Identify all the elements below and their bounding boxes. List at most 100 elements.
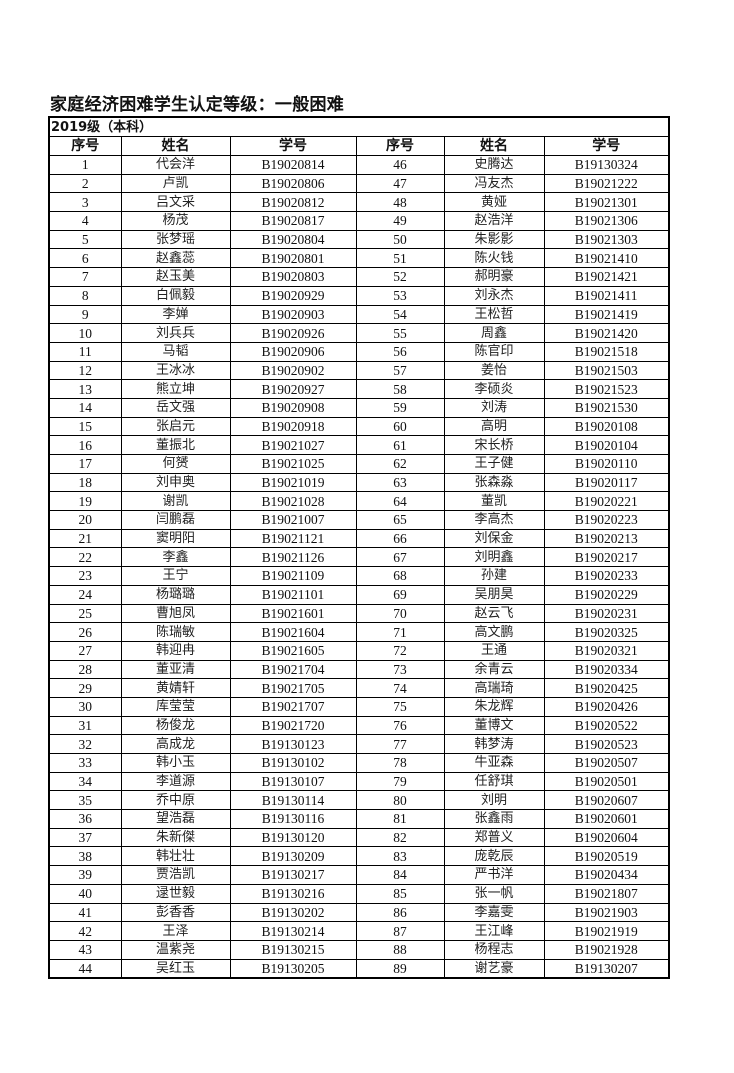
name-cell: 王子健 [443, 454, 545, 474]
seq-cell: 7 [48, 267, 122, 287]
student-id-cell: B19021303 [543, 229, 670, 250]
seq-cell: 65 [355, 510, 445, 530]
student-id-cell: B19021919 [543, 921, 670, 941]
student-id-cell: B19021530 [543, 397, 670, 418]
seq-cell: 9 [48, 304, 122, 325]
student-id-cell: B19021707 [229, 696, 357, 717]
seq-cell: 26 [48, 622, 122, 642]
seq-cell: 40 [48, 883, 122, 904]
student-id-cell: B19021503 [543, 360, 670, 381]
table-row: 1 代会洋 B19020814 46 史腾达 B19130324 [48, 155, 670, 175]
student-id-cell: B19020804 [229, 229, 357, 250]
seq-cell: 73 [355, 659, 445, 680]
table-row: 40 逯世毅 B19130216 85 张一帆 B19021807 [48, 883, 670, 904]
student-id-cell: B19130207 [543, 958, 670, 979]
student-id-cell: B19130120 [229, 827, 357, 848]
section-label: 2019级（本科） [48, 116, 670, 137]
seq-cell: 57 [355, 360, 445, 381]
seq-cell: 47 [355, 173, 445, 194]
student-id-cell: B19020902 [229, 360, 357, 381]
seq-cell: 82 [355, 827, 445, 848]
name-cell: 李嘉雯 [443, 902, 545, 923]
name-cell: 韩迎冉 [120, 640, 231, 661]
name-cell: 刘永杰 [443, 285, 545, 306]
seq-cell: 84 [355, 865, 445, 885]
student-id-cell: B19021601 [229, 603, 357, 624]
seq-cell: 37 [48, 827, 122, 848]
seq-cell: 21 [48, 528, 122, 549]
seq-cell: 69 [355, 584, 445, 605]
name-cell: 李道源 [120, 771, 231, 792]
seq-cell: 81 [355, 809, 445, 829]
table-row: 2 卢凯 B19020806 47 冯友杰 B19021222 [48, 173, 670, 194]
name-cell: 谢艺豪 [443, 958, 545, 979]
seq-cell: 58 [355, 379, 445, 399]
name-cell: 曹旭凤 [120, 603, 231, 624]
student-id-cell: B19021101 [229, 584, 357, 605]
student-id-cell: B19130114 [229, 790, 357, 811]
name-cell: 郑普义 [443, 827, 545, 848]
table-row: 38 韩壮壮 B19130209 83 庞乾辰 B19020519 [48, 846, 670, 867]
student-id-cell: B19130123 [229, 734, 357, 754]
seq-cell: 76 [355, 715, 445, 736]
student-id-cell: B19020231 [543, 603, 670, 624]
name-cell: 朱影影 [443, 229, 545, 250]
seq-cell: 62 [355, 454, 445, 474]
student-id-cell: B19020601 [543, 809, 670, 829]
name-cell: 赵鑫蕊 [120, 248, 231, 269]
seq-cell: 64 [355, 491, 445, 512]
seq-cell: 20 [48, 510, 122, 530]
name-cell: 王江峰 [443, 921, 545, 941]
student-id-cell: B19130217 [229, 865, 357, 885]
document-title: 家庭经济困难学生认定等级：一般困难 [50, 95, 345, 115]
header-seq: 序号 [355, 136, 445, 156]
name-cell: 刘兵兵 [120, 323, 231, 343]
student-id-cell: B19021126 [229, 547, 357, 568]
header-row: 序号 姓名 学号 序号 姓名 学号 [48, 136, 670, 156]
table-row: 26 陈瑞敏 B19021604 71 高文鹏 B19020325 [48, 622, 670, 642]
seq-cell: 14 [48, 397, 122, 418]
name-cell: 吕文采 [120, 192, 231, 213]
header-seq: 序号 [48, 136, 122, 156]
student-id-cell: B19020217 [543, 547, 670, 568]
seq-cell: 29 [48, 678, 122, 698]
student-id-cell: B19021705 [229, 678, 357, 698]
student-id-cell: B19021720 [229, 715, 357, 736]
student-id-cell: B19021604 [229, 622, 357, 642]
table-row: 27 韩迎冉 B19021605 72 王通 B19020321 [48, 640, 670, 661]
student-id-cell: B19021019 [229, 472, 357, 493]
table-row: 19 谢凯 B19021028 64 董凯 B19020221 [48, 491, 670, 512]
student-id-cell: B19021007 [229, 510, 357, 530]
seq-cell: 89 [355, 958, 445, 979]
seq-cell: 17 [48, 454, 122, 474]
name-cell: 乔中原 [120, 790, 231, 811]
student-id-cell: B19021410 [543, 248, 670, 269]
name-cell: 朱龙辉 [443, 696, 545, 717]
table-row: 43 温紫尧 B19130215 88 杨程志 B19021928 [48, 939, 670, 960]
name-cell: 逯世毅 [120, 883, 231, 904]
student-id-cell: B19021028 [229, 491, 357, 512]
student-id-cell: B19130202 [229, 902, 357, 923]
name-cell: 贾浩凯 [120, 865, 231, 885]
seq-cell: 10 [48, 323, 122, 343]
student-id-cell: B19020104 [543, 435, 670, 455]
name-cell: 李高杰 [443, 510, 545, 530]
name-cell: 郝明豪 [443, 267, 545, 287]
seq-cell: 8 [48, 285, 122, 306]
name-cell: 韩壮壮 [120, 846, 231, 867]
name-cell: 朱新傑 [120, 827, 231, 848]
seq-cell: 24 [48, 584, 122, 605]
student-id-cell: B19020229 [543, 584, 670, 605]
seq-cell: 56 [355, 341, 445, 362]
student-id-cell: B19021222 [543, 173, 670, 194]
name-cell: 吴朋昊 [443, 584, 545, 605]
name-cell: 王宁 [120, 566, 231, 586]
table-row: 41 彭香香 B19130202 86 李嘉雯 B19021903 [48, 902, 670, 923]
student-id-cell: B19020929 [229, 285, 357, 306]
table-row: 17 何赟 B19021025 62 王子健 B19020110 [48, 454, 670, 474]
seq-cell: 12 [48, 360, 122, 381]
student-id-cell: B19020221 [543, 491, 670, 512]
seq-cell: 44 [48, 958, 122, 979]
name-cell: 庞乾辰 [443, 846, 545, 867]
name-cell: 代会洋 [120, 155, 231, 175]
